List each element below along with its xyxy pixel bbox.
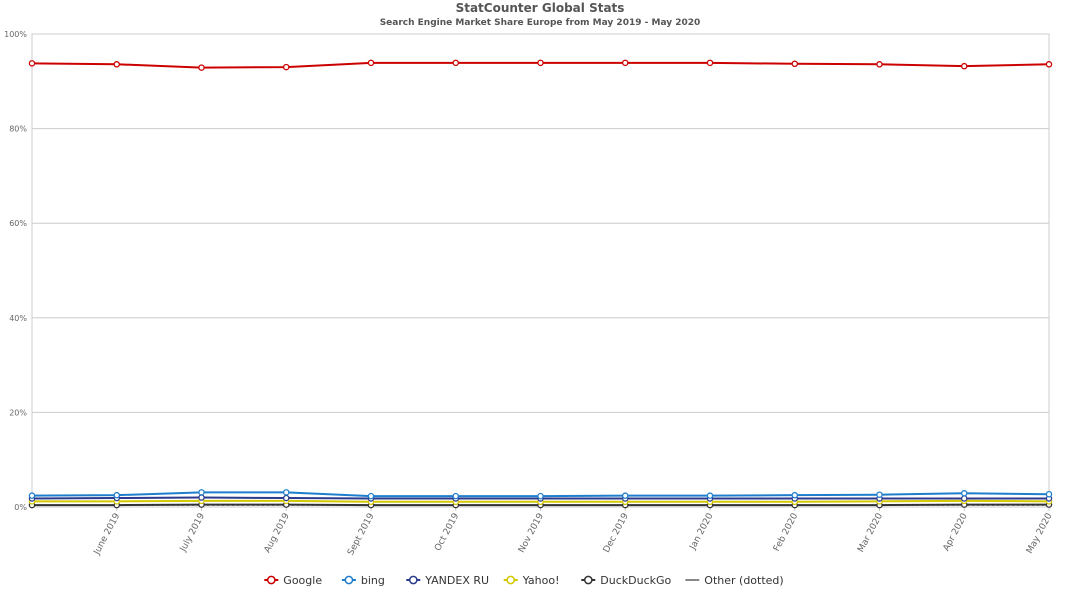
- legend-item[interactable]: Other (dotted): [685, 574, 784, 587]
- legend-marker: [583, 575, 593, 585]
- data-point[interactable]: [791, 491, 799, 499]
- legend-label: bing: [361, 574, 385, 587]
- y-tick-label: 40%: [9, 314, 27, 323]
- data-point[interactable]: [622, 492, 629, 499]
- x-tick-label: Sept 2019: [346, 511, 377, 557]
- y-tick-label: 0%: [14, 503, 27, 512]
- chart-subtitle: Search Engine Market Share Europe from M…: [380, 18, 701, 28]
- data-point[interactable]: [367, 59, 375, 67]
- data-point[interactable]: [876, 491, 883, 498]
- x-tick-label: July 2019: [178, 511, 207, 554]
- data-point[interactable]: [282, 489, 290, 496]
- series-bing: [28, 489, 1053, 500]
- data-point[interactable]: [198, 494, 205, 501]
- chart-title: StatCounter Global Stats: [456, 1, 625, 15]
- data-point[interactable]: [282, 494, 290, 502]
- data-point[interactable]: [706, 492, 714, 499]
- data-point[interactable]: [198, 64, 205, 71]
- legend-marker: [266, 575, 276, 585]
- legend-label: Google: [283, 574, 322, 587]
- legend-marker: [344, 575, 354, 585]
- series-layer: [28, 59, 1053, 509]
- data-point[interactable]: [113, 61, 121, 68]
- data-point[interactable]: [791, 60, 799, 68]
- legend-item[interactable]: Yahoo!: [503, 574, 560, 587]
- x-tick-label: Oct 2019: [433, 511, 461, 552]
- legend-label: Yahoo!: [522, 574, 560, 587]
- data-point[interactable]: [452, 492, 459, 500]
- y-tick-label: 100%: [4, 30, 27, 39]
- data-point[interactable]: [961, 62, 968, 70]
- data-point[interactable]: [28, 492, 36, 499]
- data-point[interactable]: [28, 60, 36, 67]
- data-point[interactable]: [876, 61, 883, 68]
- data-point[interactable]: [1045, 490, 1053, 498]
- x-tick-label: Nov 2019: [517, 511, 546, 554]
- data-point[interactable]: [198, 489, 205, 496]
- x-tick-label: Mar 2020: [856, 511, 885, 554]
- data-point[interactable]: [537, 492, 544, 500]
- x-tick-label: May 2020: [1025, 511, 1055, 555]
- data-point[interactable]: [367, 492, 375, 500]
- legend[interactable]: Google bing YANDEX RU Yahoo! DuckDuckGo Other…: [264, 574, 784, 587]
- x-tick-label: Dec 2019: [602, 511, 631, 554]
- data-point[interactable]: [452, 59, 459, 67]
- data-point[interactable]: [622, 59, 629, 67]
- grid-layer: [31, 33, 1050, 508]
- data-point[interactable]: [706, 59, 714, 67]
- legend-marker: [408, 575, 418, 585]
- legend-label: YANDEX RU: [424, 574, 489, 587]
- legend-label: Other (dotted): [704, 574, 783, 587]
- y-tick-label: 80%: [9, 125, 27, 134]
- legend-item[interactable]: YANDEX RU: [406, 574, 489, 587]
- data-point[interactable]: [961, 495, 968, 502]
- x-tick-label: June 2019: [92, 511, 123, 557]
- legend-marker: [506, 575, 516, 585]
- data-point[interactable]: [282, 63, 290, 71]
- plot-area-border: [31, 33, 1050, 508]
- x-tick-label: Feb 2020: [772, 511, 801, 553]
- legend-item[interactable]: Google: [264, 574, 322, 587]
- x-tick-label: Jan 2020: [688, 511, 716, 552]
- legend-item[interactable]: DuckDuckGo: [581, 574, 672, 587]
- x-tick-label: Apr 2020: [942, 511, 970, 552]
- x-tick-label: Aug 2019: [263, 511, 292, 554]
- legend-label: DuckDuckGo: [600, 574, 671, 587]
- series-google: [28, 59, 1053, 71]
- data-point[interactable]: [113, 491, 121, 499]
- x-axis-ticks: June 2019 July 2019 Aug 2019 Sept 2019 Oct 2…: [92, 507, 1055, 557]
- y-axis-ticks: 0% 20% 40% 60% 80% 100%: [4, 30, 27, 512]
- legend-item[interactable]: bing: [341, 574, 385, 587]
- data-point[interactable]: [537, 59, 544, 67]
- y-tick-label: 60%: [9, 219, 27, 228]
- data-point[interactable]: [1045, 61, 1053, 68]
- data-point[interactable]: [961, 490, 968, 497]
- y-tick-label: 20%: [9, 408, 27, 417]
